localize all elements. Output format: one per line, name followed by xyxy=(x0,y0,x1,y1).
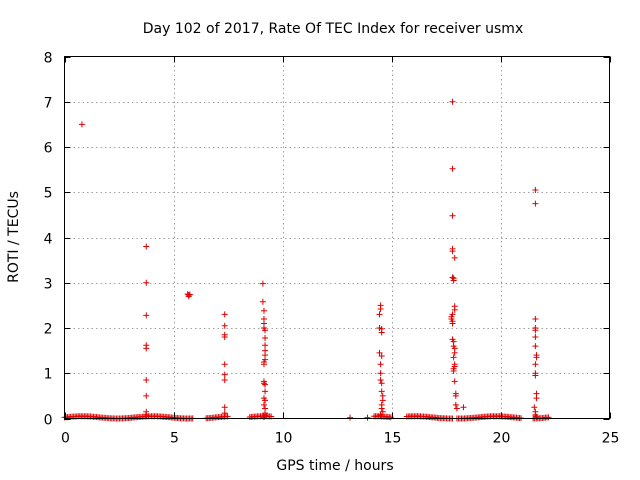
y-tick-label: 6 xyxy=(44,141,53,157)
data-point xyxy=(260,361,267,368)
y-tick-label: 3 xyxy=(44,277,53,293)
data-point xyxy=(143,243,150,250)
data-point xyxy=(532,200,539,207)
data-point xyxy=(451,306,458,313)
data-point xyxy=(221,361,228,368)
data-point xyxy=(262,397,269,404)
data-point xyxy=(452,401,459,408)
y-tick-label: 4 xyxy=(44,232,53,248)
data-point xyxy=(143,392,150,399)
data-point xyxy=(364,414,371,421)
data-point xyxy=(450,277,457,284)
data-point xyxy=(377,370,384,377)
y-tick-label: 0 xyxy=(44,413,53,429)
data-point xyxy=(221,334,228,341)
data-point xyxy=(221,404,228,411)
data-point xyxy=(378,388,385,395)
data-point xyxy=(260,414,267,421)
data-point xyxy=(379,408,386,415)
data-point xyxy=(449,98,456,105)
data-point xyxy=(78,121,85,128)
data-point xyxy=(533,354,540,361)
data-point xyxy=(377,305,384,312)
data-point xyxy=(449,165,456,172)
data-point xyxy=(186,291,193,298)
data-point xyxy=(379,397,386,404)
grid-lines xyxy=(64,56,610,419)
data-point xyxy=(260,380,267,387)
data-point xyxy=(262,334,269,341)
axis-ticks: 0 5 10 15 20 25 0 1 2 3 4 5 6 7 8 xyxy=(44,51,620,447)
data-point xyxy=(532,361,539,368)
chart-title: Day 102 of 2017, Rate Of TEC Index for r… xyxy=(143,21,523,37)
data-point xyxy=(221,371,228,378)
data-point xyxy=(450,354,457,361)
data-point xyxy=(449,248,456,255)
data-point xyxy=(262,327,269,334)
y-tick-label: 7 xyxy=(44,96,53,112)
data-point xyxy=(460,404,467,411)
data-point xyxy=(262,388,269,395)
x-tick-label: 0 xyxy=(61,431,70,447)
data-point xyxy=(143,345,150,352)
x-tick-label: 15 xyxy=(384,431,402,447)
data-point xyxy=(452,392,459,399)
data-point xyxy=(532,186,539,193)
data-point xyxy=(451,254,458,261)
data-point xyxy=(376,311,383,318)
data-point xyxy=(531,404,538,411)
data-point xyxy=(453,405,460,412)
data-point xyxy=(347,414,354,421)
data-point xyxy=(532,334,539,341)
data-point xyxy=(378,353,385,360)
y-axis-label: ROTI / TECUs xyxy=(6,191,22,283)
x-tick-label: 10 xyxy=(275,431,293,447)
y-tick-label: 2 xyxy=(44,322,53,338)
data-point xyxy=(221,311,228,318)
plot-frame xyxy=(64,56,610,419)
data-point xyxy=(532,343,539,350)
data-point xyxy=(143,377,150,384)
data-point xyxy=(377,361,384,368)
data-point xyxy=(376,349,383,356)
data-point xyxy=(378,380,385,387)
data-point xyxy=(221,377,228,384)
data-point xyxy=(532,327,539,334)
data-point xyxy=(533,395,540,402)
data-point xyxy=(449,274,456,281)
y-tick-label: 5 xyxy=(44,186,53,202)
x-axis-label: GPS time / hours xyxy=(276,458,393,474)
data-point xyxy=(259,298,266,305)
data-point xyxy=(449,320,456,327)
x-tick-label: 25 xyxy=(602,431,620,447)
data-point xyxy=(451,378,458,385)
data-point xyxy=(451,349,458,356)
data-point xyxy=(262,381,269,388)
data-point xyxy=(450,367,457,374)
data-point xyxy=(378,329,385,336)
data-point xyxy=(377,377,384,384)
x-tick-label: 20 xyxy=(493,431,511,447)
y-tick-label: 8 xyxy=(44,51,53,67)
data-point xyxy=(532,372,539,379)
data-point xyxy=(221,410,228,417)
data-point xyxy=(143,279,150,286)
data-point xyxy=(259,280,266,287)
data-point xyxy=(378,405,385,412)
data-point xyxy=(262,342,269,349)
data-point xyxy=(377,411,384,418)
data-point xyxy=(449,212,456,219)
data-points xyxy=(61,98,552,422)
data-point xyxy=(143,411,150,418)
data-point xyxy=(221,322,228,329)
data-point xyxy=(260,307,267,314)
y-tick-label: 1 xyxy=(44,367,53,383)
data-point xyxy=(545,414,552,421)
data-point xyxy=(143,312,150,319)
data-point xyxy=(532,315,539,322)
x-tick-label: 5 xyxy=(170,431,179,447)
data-point xyxy=(260,401,267,408)
